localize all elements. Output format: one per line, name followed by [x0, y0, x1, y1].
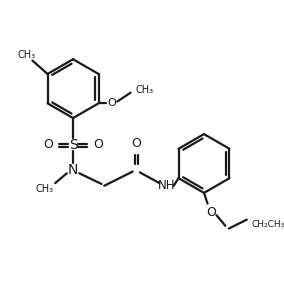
Text: O: O	[206, 206, 216, 219]
Text: CH₃: CH₃	[36, 184, 54, 194]
Text: CH₃: CH₃	[135, 85, 153, 95]
Text: O: O	[131, 137, 141, 150]
Text: O: O	[108, 98, 116, 108]
Text: S: S	[69, 138, 78, 152]
Text: O: O	[93, 138, 103, 151]
Text: N: N	[68, 163, 78, 177]
Text: CH₃: CH₃	[17, 50, 35, 60]
Text: O: O	[43, 138, 53, 151]
Text: CH₂CH₃: CH₂CH₃	[251, 220, 284, 229]
Text: NH: NH	[158, 179, 175, 192]
